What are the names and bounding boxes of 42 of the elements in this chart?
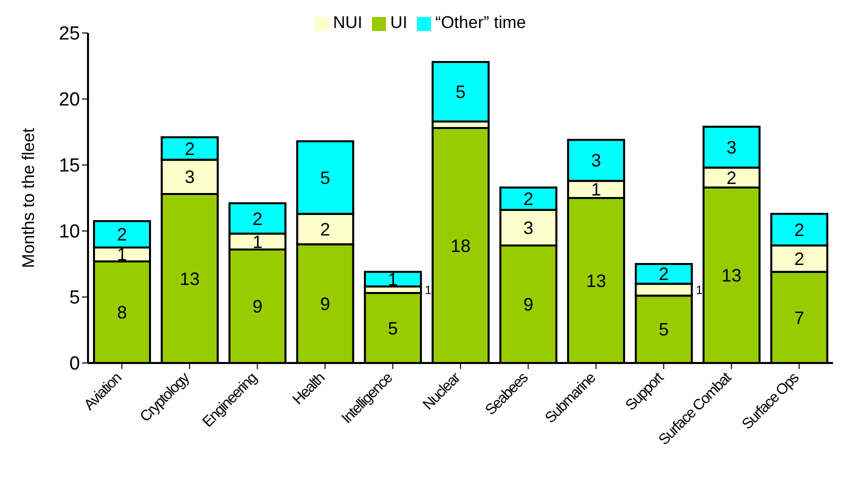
data-label: 1 xyxy=(696,282,703,297)
data-label: 3 xyxy=(726,137,737,158)
data-label: 1 xyxy=(424,282,432,297)
data-label: 1 xyxy=(116,244,128,265)
data-label: 3 xyxy=(523,218,534,238)
data-label: 2 xyxy=(252,208,262,229)
data-label: 9 xyxy=(320,294,330,314)
data-label: 13 xyxy=(586,270,606,291)
data-label: 3 xyxy=(591,150,602,171)
y-tick-label: 5 xyxy=(69,288,80,309)
data-label: 2 xyxy=(794,249,804,270)
data-label: 2 xyxy=(523,188,534,209)
data-label: 3 xyxy=(184,167,195,188)
data-label: 1 xyxy=(388,269,398,290)
data-label: 13 xyxy=(722,266,742,286)
data-label: 2 xyxy=(184,138,195,159)
data-label: 1 xyxy=(591,180,602,200)
data-label: 9 xyxy=(252,296,262,317)
y-tick-label: 25 xyxy=(58,24,80,45)
legend-label: “Other” time xyxy=(435,13,526,32)
legend-label: NUI xyxy=(333,13,362,32)
y-tick-label: 0 xyxy=(69,354,80,375)
legend-label: UI xyxy=(390,13,408,32)
data-label: 7 xyxy=(794,308,804,328)
data-label: 5 xyxy=(320,168,330,188)
data-label: 1 xyxy=(252,232,262,252)
data-label: 9 xyxy=(523,294,534,315)
data-label: 2 xyxy=(658,264,669,284)
data-label: 5 xyxy=(456,82,466,102)
data-label: 13 xyxy=(180,268,200,289)
data-label: 2 xyxy=(116,224,128,245)
data-label: 2 xyxy=(726,168,737,188)
data-label: 8 xyxy=(116,302,128,322)
data-label: 18 xyxy=(450,236,471,256)
y-tick-label: 15 xyxy=(58,156,80,177)
y-tick-label: 20 xyxy=(58,90,80,111)
data-label: 5 xyxy=(388,318,398,338)
y-tick-label: 10 xyxy=(58,222,80,243)
data-label: 2 xyxy=(794,220,804,240)
data-label: 5 xyxy=(658,320,669,340)
data-label: 2 xyxy=(320,219,330,240)
y-axis-title: Months to the fleet xyxy=(19,128,38,268)
